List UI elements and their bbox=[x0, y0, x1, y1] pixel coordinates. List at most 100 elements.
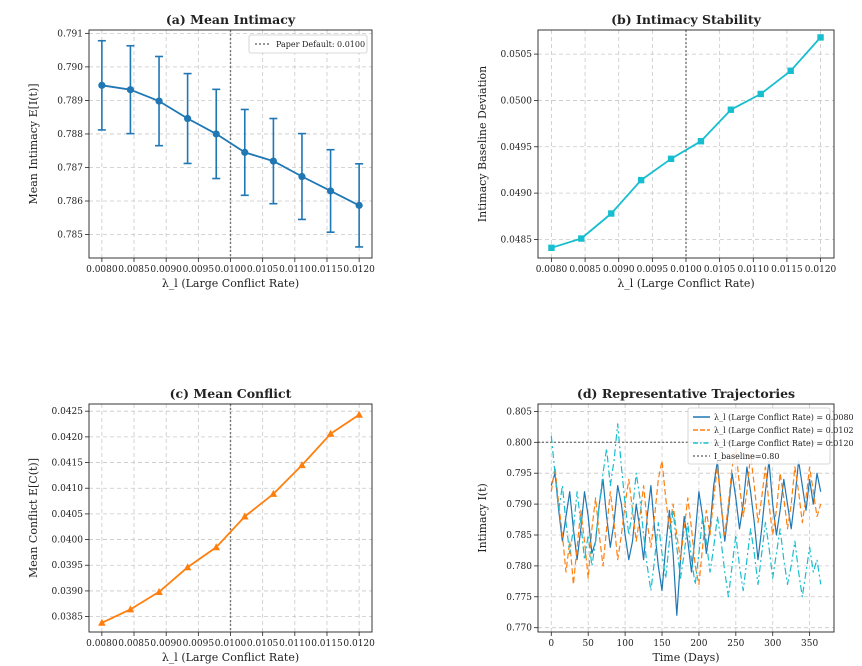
data-point bbox=[269, 157, 278, 165]
x-tick-label: 0.0100 bbox=[670, 265, 702, 275]
data-point bbox=[183, 563, 192, 571]
y-tick-label: 0.785 bbox=[506, 531, 532, 541]
x-tick-label: 0.0115 bbox=[311, 639, 343, 649]
y-tick-label: 0.789 bbox=[57, 96, 83, 106]
legend-label: λ_l (Large Conflict Rate) = 0.0102 bbox=[714, 426, 854, 435]
y-tick-label: 0.0400 bbox=[52, 536, 84, 546]
data-point bbox=[98, 618, 106, 626]
legend: Paper Default: 0.0100 bbox=[248, 34, 368, 54]
y-tick-label: 0.0485 bbox=[501, 235, 533, 245]
data-point bbox=[126, 605, 135, 613]
x-tick-label: 0.0105 bbox=[247, 639, 279, 649]
series-1 bbox=[548, 34, 824, 252]
y-tick-label: 0.0385 bbox=[52, 613, 84, 623]
legend-label: I_baseline=0.80 bbox=[714, 452, 779, 461]
data-point bbox=[548, 244, 555, 252]
panel-title: (a) Mean Intimacy bbox=[166, 12, 296, 27]
y-tick-label: 0.0415 bbox=[52, 459, 84, 469]
x-tick-label: 100 bbox=[617, 639, 634, 649]
x-tick-label: 0.0105 bbox=[704, 265, 736, 275]
y-tick-label: 0.791 bbox=[57, 29, 83, 39]
data-point bbox=[787, 67, 794, 74]
x-axis-label: Time (Days) bbox=[652, 651, 719, 664]
data-point bbox=[578, 235, 585, 242]
series-1 bbox=[97, 39, 364, 248]
y-tick-label: 0.0420 bbox=[52, 433, 84, 443]
panel-title: (b) Intimacy Stability bbox=[611, 12, 762, 27]
y-tick-label: 0.0405 bbox=[52, 510, 84, 520]
x-tick-label: 0.0100 bbox=[215, 265, 247, 275]
data-point bbox=[98, 81, 106, 89]
x-tick-label: 250 bbox=[727, 639, 744, 649]
y-tick-label: 0.0390 bbox=[52, 587, 84, 597]
legend-label: λ_l (Large Conflict Rate) = 0.0120 bbox=[714, 439, 854, 448]
y-axis-label: Intimacy Baseline Deviation bbox=[476, 66, 489, 222]
x-axis-label: λ_l (Large Conflict Rate) bbox=[162, 277, 299, 290]
axes-frame bbox=[88, 403, 373, 633]
x-tick-label: 0.0085 bbox=[118, 265, 150, 275]
y-tick-label: 0.805 bbox=[506, 407, 532, 417]
y-tick-label: 0.786 bbox=[57, 197, 83, 207]
y-tick-label: 0.0500 bbox=[501, 96, 533, 106]
legend-label: Paper Default: 0.0100 bbox=[276, 40, 365, 49]
data-point bbox=[757, 90, 764, 98]
series-1 bbox=[98, 410, 363, 626]
panel-b: 0.0080 0.0085 0.0090 0.0095 0.0100 0.0105 0.01… bbox=[476, 12, 837, 290]
x-tick-label: 0.0115 bbox=[771, 265, 803, 275]
y-tick-label: 0.795 bbox=[506, 469, 532, 479]
legend-box bbox=[248, 34, 368, 54]
x-tick-label: 0 bbox=[548, 639, 554, 649]
data-point bbox=[155, 97, 163, 105]
y-tick-label: 0.0495 bbox=[501, 143, 533, 153]
x-tick-label: 0.0080 bbox=[536, 265, 568, 275]
panel-a: 0.0080 0.0085 0.0090 0.0095 0.0100 0.0105 0.01… bbox=[27, 12, 375, 290]
x-tick-label: 0.0080 bbox=[86, 265, 118, 275]
y-tick-label: 0.0410 bbox=[52, 484, 84, 494]
panel-title: (d) Representative Trajectories bbox=[577, 386, 795, 401]
data-point bbox=[212, 130, 220, 138]
data-point bbox=[155, 587, 163, 595]
x-axis-label: λ_l (Large Conflict Rate) bbox=[617, 277, 754, 290]
data-point bbox=[667, 155, 675, 163]
x-tick-label: 0.0115 bbox=[311, 265, 343, 275]
x-tick-label: 0.0095 bbox=[183, 639, 215, 649]
y-axis-label: Intimacy I(t) bbox=[476, 483, 489, 553]
y-tick-label: 0.0395 bbox=[52, 561, 84, 571]
y-tick-label: 0.0490 bbox=[501, 189, 533, 199]
x-axis-label: λ_l (Large Conflict Rate) bbox=[162, 651, 299, 664]
x-tick-label: 0.0090 bbox=[150, 639, 182, 649]
legend-box bbox=[687, 407, 831, 465]
series-line bbox=[550, 423, 822, 598]
x-tick-label: 0.0085 bbox=[569, 265, 601, 275]
data-point bbox=[240, 512, 249, 520]
y-tick-label: 0.788 bbox=[57, 130, 83, 140]
x-tick-label: 0.0090 bbox=[150, 265, 182, 275]
series-2 bbox=[550, 447, 822, 586]
data-point bbox=[817, 34, 824, 41]
x-tick-label: 0.0110 bbox=[279, 639, 311, 649]
y-tick-label: 0.800 bbox=[506, 438, 532, 448]
x-tick-label: 0.0120 bbox=[343, 639, 375, 649]
x-tick-label: 350 bbox=[801, 639, 818, 649]
y-axis-label: Mean Intimacy E[I(t)] bbox=[27, 83, 40, 204]
x-tick-label: 0.0105 bbox=[247, 265, 279, 275]
y-tick-label: 0.787 bbox=[57, 163, 83, 173]
panel-d: 0 50 100 150 200 250 300 350 0.770 0.775 0.780 0.78… bbox=[476, 386, 854, 664]
y-tick-label: 0.0425 bbox=[52, 407, 84, 417]
axes-frame bbox=[88, 29, 373, 259]
legend: λ_l (Large Conflict Rate) = 0.0080 λ_l (L… bbox=[687, 407, 854, 465]
x-tick-label: 300 bbox=[764, 639, 781, 649]
x-tick-label: 200 bbox=[690, 639, 707, 649]
x-tick-label: 0.0080 bbox=[86, 639, 118, 649]
data-point bbox=[608, 210, 615, 217]
series-3 bbox=[550, 423, 822, 598]
x-tick-label: 0.0120 bbox=[805, 265, 837, 275]
data-point bbox=[212, 543, 221, 551]
y-tick-label: 0.785 bbox=[57, 231, 83, 241]
x-tick-label: 0.0090 bbox=[603, 265, 635, 275]
data-point bbox=[126, 86, 135, 94]
y-tick-label: 0.0505 bbox=[501, 50, 533, 60]
y-axis-label: Mean Conflict E[C(t)] bbox=[27, 458, 40, 578]
x-tick-label: 0.0095 bbox=[183, 265, 215, 275]
legend-label: λ_l (Large Conflict Rate) = 0.0080 bbox=[714, 413, 854, 422]
